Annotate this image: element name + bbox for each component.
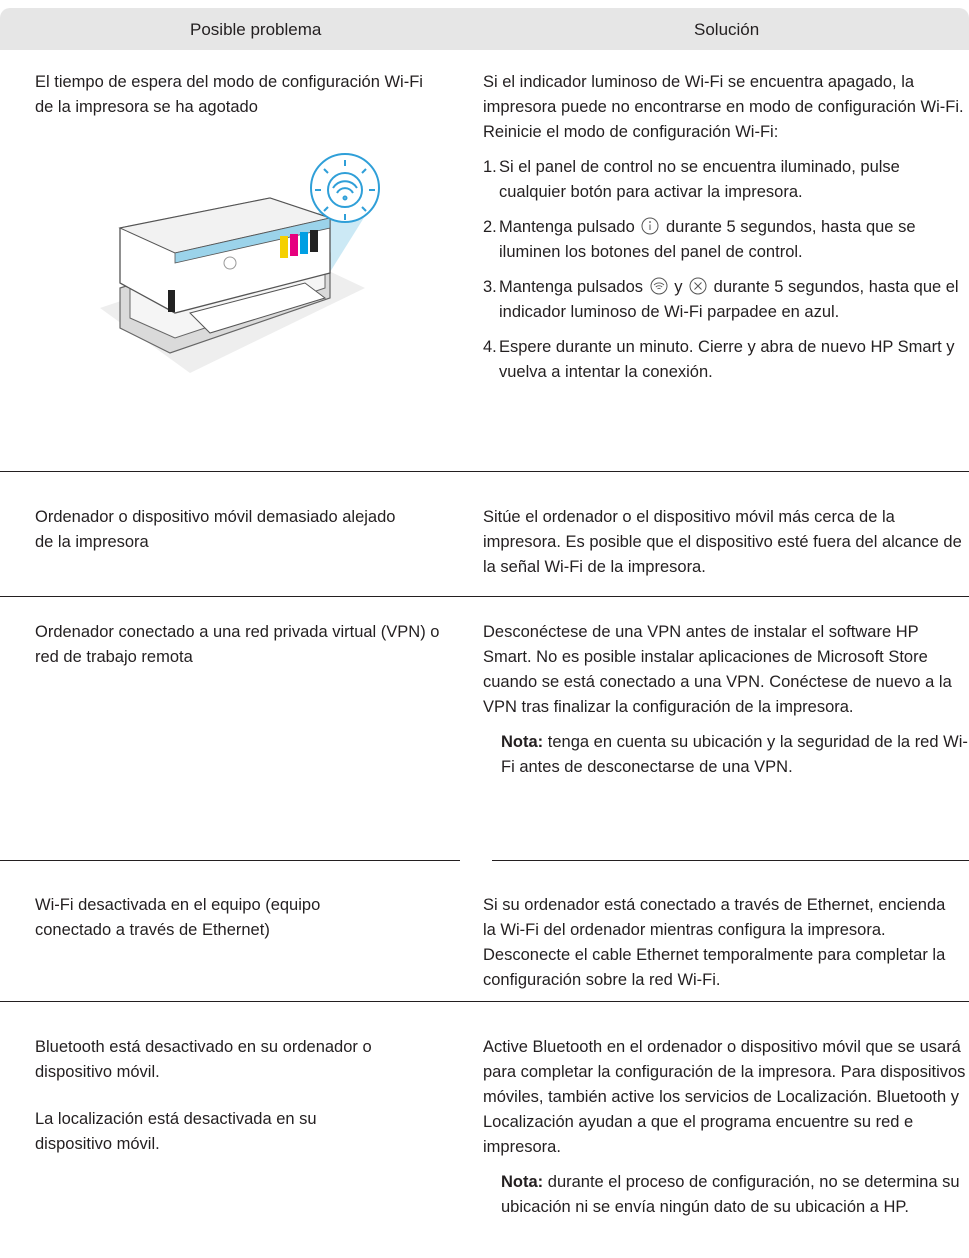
problem-cell: Bluetooth está desactivado en su ordenad… [35, 1035, 460, 1167]
step-text: Mantenga pulsado [499, 218, 635, 236]
solution-cell: Desconéctese de una VPN antes de instala… [483, 620, 969, 790]
problem-cell: Wi-Fi desactivada en el equipo (equipo c… [35, 893, 460, 953]
problem-text: Ordenador o dispositivo móvil demasiado … [35, 508, 396, 551]
info-icon [641, 217, 659, 235]
solution-cell: Active Bluetooth en el ordenador o dispo… [483, 1035, 969, 1230]
problem-text: El tiempo de espera del modo de configur… [35, 73, 423, 116]
step-text: y [674, 278, 683, 296]
printer-illustration [100, 153, 380, 373]
step-text: Mantenga pulsados [499, 278, 644, 296]
note-text: tenga en cuenta su ubicación y la seguri… [501, 733, 968, 776]
header-cell: Solución [694, 20, 760, 39]
row-divider [492, 860, 969, 862]
solution-text: Sitúe el ordenador o el dispositivo móvi… [483, 508, 962, 576]
note-label: Nota: [501, 733, 544, 751]
solution-cell: Si su ordenador está conectado a través … [483, 893, 969, 1003]
row-divider [0, 596, 969, 598]
step-number: 3. [483, 278, 497, 296]
note-text: durante el proceso de configuración, no … [501, 1173, 960, 1216]
table-header: Posible problema Solución [0, 8, 969, 50]
wifi-icon [650, 277, 668, 295]
step-text: durante 5 segundos, hasta que el indicad… [499, 278, 959, 321]
problem-cell: Ordenador o dispositivo móvil demasiado … [35, 505, 460, 565]
solution-text: Si su ordenador está conectado a través … [483, 896, 946, 989]
row-divider [0, 471, 969, 473]
row-divider [0, 1001, 969, 1003]
note-label: Nota: [501, 1173, 544, 1191]
header-cell: Posible problema [190, 20, 322, 39]
step: 4. Espere durante un minuto. Cierre y abr… [483, 335, 969, 385]
step: 1. Si el panel de control no se encuentra… [483, 155, 969, 205]
cancel-icon [689, 277, 707, 295]
step-body: Mantenga pulsados y durante 5 segundos, … [499, 275, 969, 325]
solution-text: Si el indicador luminoso de Wi-Fi se enc… [483, 73, 964, 141]
step-number: 1. [483, 158, 497, 176]
solution-text: Desconéctese de una VPN antes de instala… [483, 623, 952, 716]
step-text: Espere durante un minuto. Cierre y abra … [499, 338, 955, 381]
step: 2. Mantenga pulsado durante 5 segundos, h… [483, 215, 969, 265]
step-body: Mantenga pulsado durante 5 segundos, has… [499, 215, 969, 265]
problem-cell: El tiempo de espera del modo de configur… [35, 70, 460, 396]
note: Nota: tenga en cuenta su ubicación y la … [501, 730, 969, 780]
note: Nota: durante el proceso de configuració… [501, 1170, 969, 1220]
step-text: Si el panel de control no se encuentra i… [499, 158, 900, 201]
step-number: 4. [483, 338, 497, 356]
problem-text: Ordenador conectado a una red privada vi… [35, 623, 440, 666]
solution-cell: Si el indicador luminoso de Wi-Fi se enc… [483, 70, 969, 395]
solution-text: Active Bluetooth en el ordenador o dispo… [483, 1038, 966, 1156]
step-number: 2. [483, 218, 497, 236]
problem-cell: Ordenador conectado a una red privada vi… [35, 620, 460, 680]
row-divider [0, 860, 460, 862]
step: 3. Mantenga pulsados y durante 5 segundos… [483, 275, 969, 325]
problem-text: Wi-Fi desactivada en el equipo (equipo c… [35, 896, 321, 939]
solution-cell: Sitúe el ordenador o el dispositivo móvi… [483, 505, 969, 590]
step-text: durante 5 segundos, hasta que se ilumine… [499, 218, 916, 261]
problem-text: La localización está desactivada en su d… [35, 1110, 317, 1153]
problem-text: Bluetooth está desactivado en su ordenad… [35, 1038, 372, 1081]
